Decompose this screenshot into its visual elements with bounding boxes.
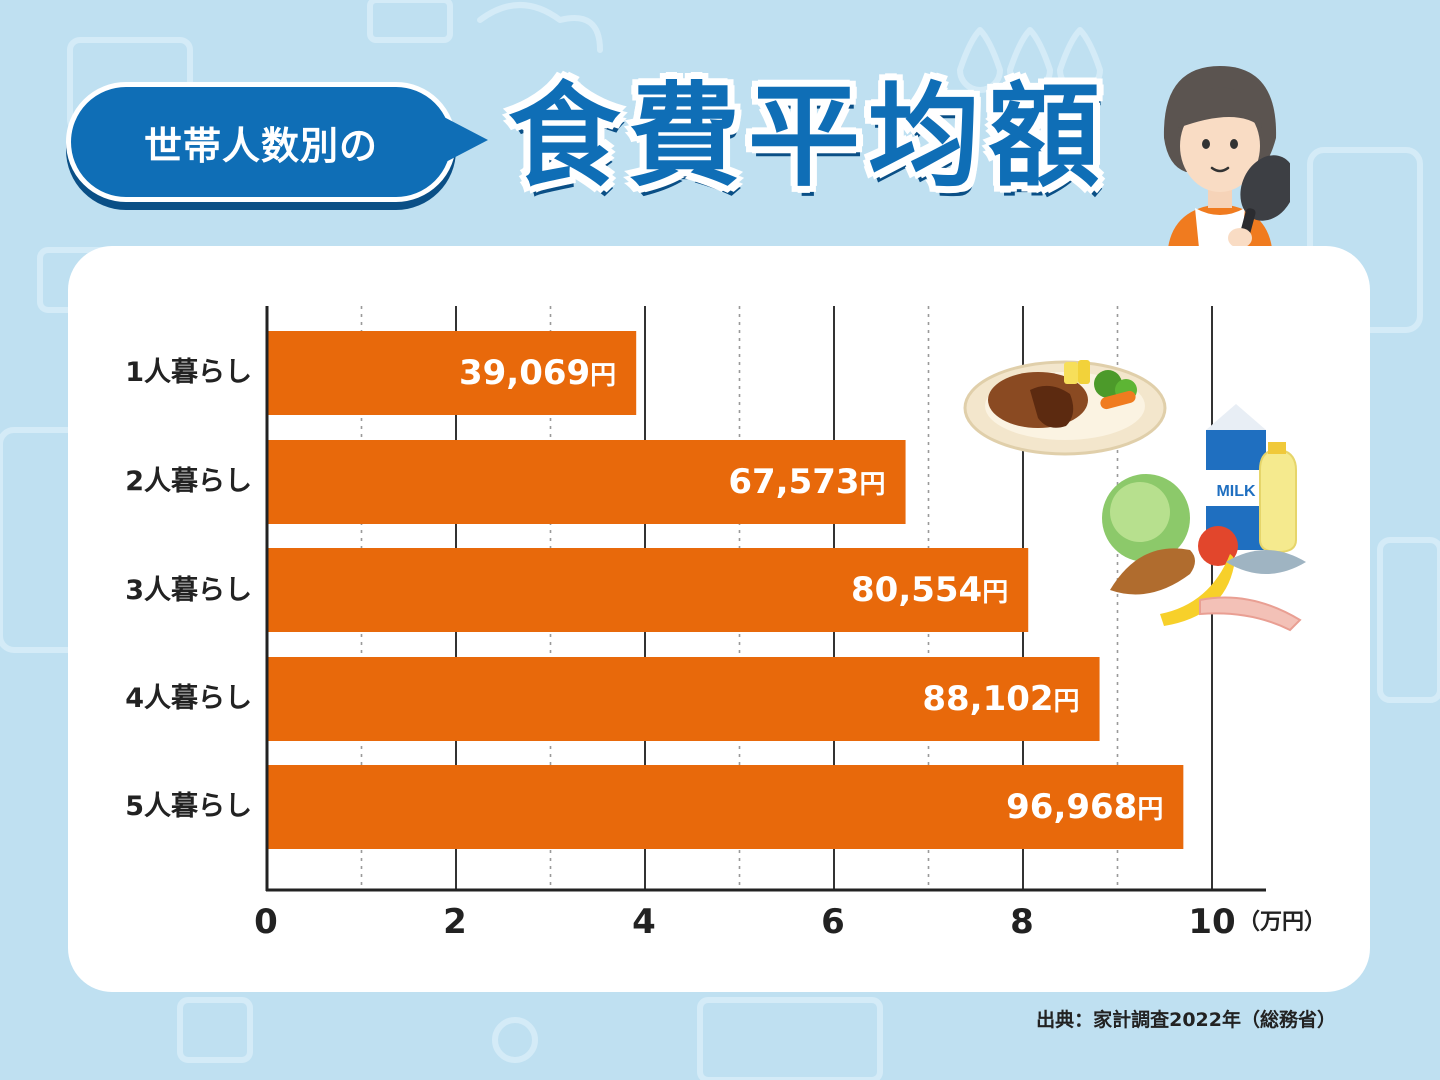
woman-with-frying-pan-illustration: [1163, 66, 1290, 248]
subtitle-bubble: 世帯人数別の: [66, 82, 456, 202]
bar-unit-3: 円: [982, 578, 1009, 608]
bar-value-label-1: 39,069円: [316, 353, 616, 396]
bar-value-label-2: 67,573円: [586, 462, 886, 505]
hamburg-steak-plate-illustration: [963, 360, 1167, 456]
bar-unit-5: 円: [1137, 795, 1164, 825]
bar-value-label-5: 96,968円: [863, 787, 1163, 830]
bar-5: [267, 765, 1184, 849]
x-tick-0: 0: [254, 902, 278, 942]
bar-4: [267, 657, 1100, 741]
bar-2: [267, 440, 906, 524]
bar-value-label-4: 88,102円: [780, 679, 1080, 722]
bar-unit-4: 円: [1053, 687, 1080, 717]
category-label-5: 5人暮らし: [125, 791, 252, 822]
bar-value-3: 80,554: [851, 570, 983, 610]
bubble-tail: [442, 116, 488, 164]
x-tick-2: 2: [443, 902, 467, 942]
source-note: 出典：家計調査2022年（総務省）: [1036, 1009, 1336, 1031]
x-tick-4: 4: [632, 902, 656, 942]
bar-1: [267, 331, 637, 415]
page-title: 食費平均額: [508, 72, 1108, 202]
category-label-4: 4人暮らし: [125, 683, 252, 714]
x-axis-unit: （万円）: [1238, 910, 1327, 935]
x-tick-10: 10: [1188, 902, 1236, 942]
bar-value-5: 96,968: [1006, 787, 1138, 827]
bar-3: [267, 548, 1029, 632]
bar-value-4: 88,102: [922, 679, 1054, 719]
bar-unit-1: 円: [590, 361, 617, 391]
milk-label: MILK: [1216, 483, 1256, 500]
category-label-3: 3人暮らし: [125, 575, 252, 606]
category-label-2: 2人暮らし: [125, 466, 252, 497]
bar-value-2: 67,573: [728, 462, 860, 502]
bar-unit-2: 円: [859, 470, 886, 500]
bar-value-1: 39,069: [458, 353, 591, 393]
category-label-1: 1人暮らし: [125, 357, 252, 388]
x-tick-8: 8: [1010, 902, 1034, 942]
bar-value-label-3: 80,554円: [708, 570, 1008, 613]
groceries-illustration: MILK: [1102, 404, 1306, 632]
x-tick-6: 6: [821, 902, 845, 942]
subtitle-text: 世帯人数別の: [143, 123, 378, 168]
